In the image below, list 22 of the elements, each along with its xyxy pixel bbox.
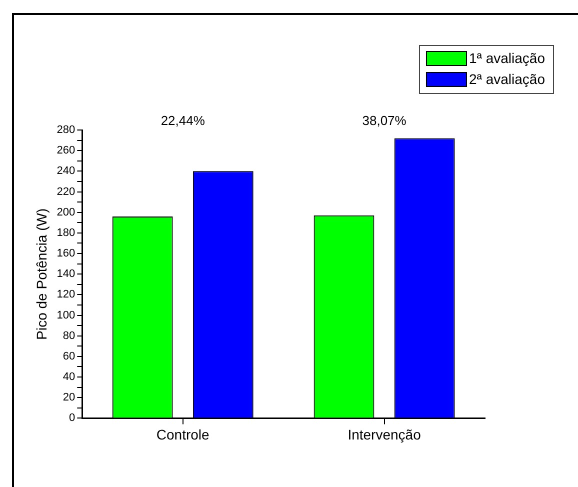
text: 22,44% (160, 113, 206, 128)
y-tick-label: 260 (56, 144, 76, 157)
y-tick-label: 280 (56, 124, 76, 136)
y-tick-label: 80 (62, 330, 76, 342)
y-tick-label: 180 (56, 226, 76, 239)
y-tick-label: 0 (69, 412, 76, 424)
y-tick-label: 160 (56, 248, 76, 260)
x-tick-label: Controle (156, 426, 210, 442)
text: 38,07% (362, 113, 407, 128)
y-tick-label: 120 (56, 288, 76, 301)
legend-label: 1ª avaliação (468, 50, 546, 66)
y-tick-label: 100 (56, 309, 76, 322)
y-tick-label: 60 (62, 350, 76, 362)
y-tick-label: 200 (56, 206, 76, 218)
legend-label: 2ª avaliação (468, 70, 546, 87)
x-tick-label: Intervenção (348, 426, 422, 442)
y-tick-label: 140 (56, 268, 76, 280)
y-tick-label: 20 (62, 392, 76, 404)
y-tick-label: 40 (62, 371, 76, 384)
y-tick-label: 240 (56, 165, 76, 178)
y-tick-label: 220 (56, 186, 76, 198)
y-axis-title: Pico de Potência (W) (33, 208, 50, 340)
